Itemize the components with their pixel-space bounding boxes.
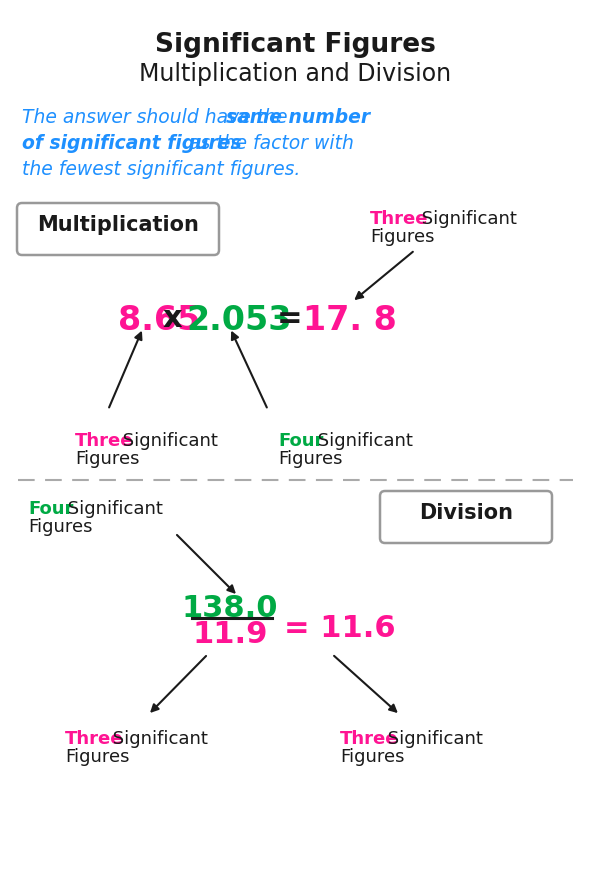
Text: Significant: Significant (107, 730, 208, 748)
Text: 2.053: 2.053 (186, 304, 291, 337)
Text: x: x (163, 304, 183, 333)
Text: Figures: Figures (370, 228, 434, 246)
Text: Figures: Figures (65, 748, 129, 766)
Text: Four: Four (278, 432, 323, 450)
Text: same number: same number (226, 108, 370, 127)
Text: = 11.6: = 11.6 (284, 614, 395, 643)
Text: Figures: Figures (278, 450, 343, 468)
Text: 138.0: 138.0 (182, 594, 278, 623)
Text: Significant Figures: Significant Figures (155, 32, 436, 58)
Text: Three: Three (75, 432, 134, 450)
Text: Figures: Figures (340, 748, 404, 766)
FancyBboxPatch shape (17, 203, 219, 255)
Text: Significant: Significant (382, 730, 483, 748)
Text: 8.65: 8.65 (118, 304, 200, 337)
Text: Division: Division (419, 503, 513, 523)
Text: Four: Four (28, 500, 73, 518)
Text: 11.9: 11.9 (192, 620, 268, 649)
Text: of significant figures: of significant figures (22, 134, 242, 153)
Text: Three: Three (65, 730, 124, 748)
Text: The answer should have the: The answer should have the (22, 108, 294, 127)
Text: Multiplication: Multiplication (37, 215, 199, 235)
Text: as the factor with: as the factor with (183, 134, 354, 153)
Text: Three: Three (370, 210, 428, 228)
Text: Figures: Figures (75, 450, 139, 468)
Text: Significant: Significant (312, 432, 413, 450)
Text: =: = (277, 304, 303, 333)
Text: Multiplication and Division: Multiplication and Division (139, 62, 451, 86)
Text: Figures: Figures (28, 518, 93, 536)
Text: the fewest significant figures.: the fewest significant figures. (22, 160, 300, 179)
Text: 17. 8: 17. 8 (303, 304, 397, 337)
Text: Three: Three (340, 730, 398, 748)
Text: Significant: Significant (62, 500, 163, 518)
Text: The answer should have the same number: The answer should have the same number (22, 108, 470, 127)
FancyBboxPatch shape (380, 491, 552, 543)
Text: Significant: Significant (416, 210, 517, 228)
Text: Significant: Significant (117, 432, 218, 450)
